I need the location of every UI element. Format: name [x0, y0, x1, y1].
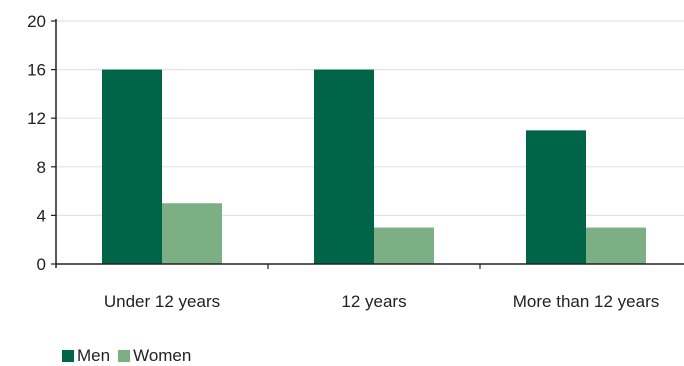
y-tick-label: 16 — [27, 61, 46, 80]
bar-men-0 — [102, 69, 162, 264]
legend-swatch-women — [118, 350, 131, 362]
legend: Men Women — [62, 346, 199, 366]
y-tick-label: 8 — [37, 158, 46, 177]
bar-women-2 — [586, 227, 646, 264]
bar-men-2 — [526, 130, 586, 264]
legend-item-men: Men — [62, 346, 110, 366]
x-tick-label: More than 12 years — [513, 292, 659, 311]
legend-label-men: Men — [77, 346, 111, 365]
legend-swatch-men — [62, 350, 74, 362]
bars — [102, 69, 646, 264]
y-tick-label: 4 — [37, 206, 46, 225]
bar-men-1 — [314, 69, 374, 264]
y-tick-label: 12 — [27, 109, 46, 128]
x-tick-label: 12 years — [341, 292, 406, 311]
x-tick-label: Under 12 years — [104, 292, 220, 311]
y-tick-label: 0 — [37, 255, 46, 274]
bar-women-0 — [162, 203, 222, 264]
legend-label-women: Women — [133, 346, 192, 365]
y-tick-label: 20 — [27, 12, 46, 31]
bar-women-1 — [374, 227, 434, 264]
x-axis-ticks: Under 12 years 12 years More than 12 years — [104, 264, 659, 311]
legend-item-women: Women — [118, 346, 191, 366]
y-axis-ticks: 0 4 8 12 16 20 — [27, 12, 56, 274]
axes — [55, 19, 684, 268]
